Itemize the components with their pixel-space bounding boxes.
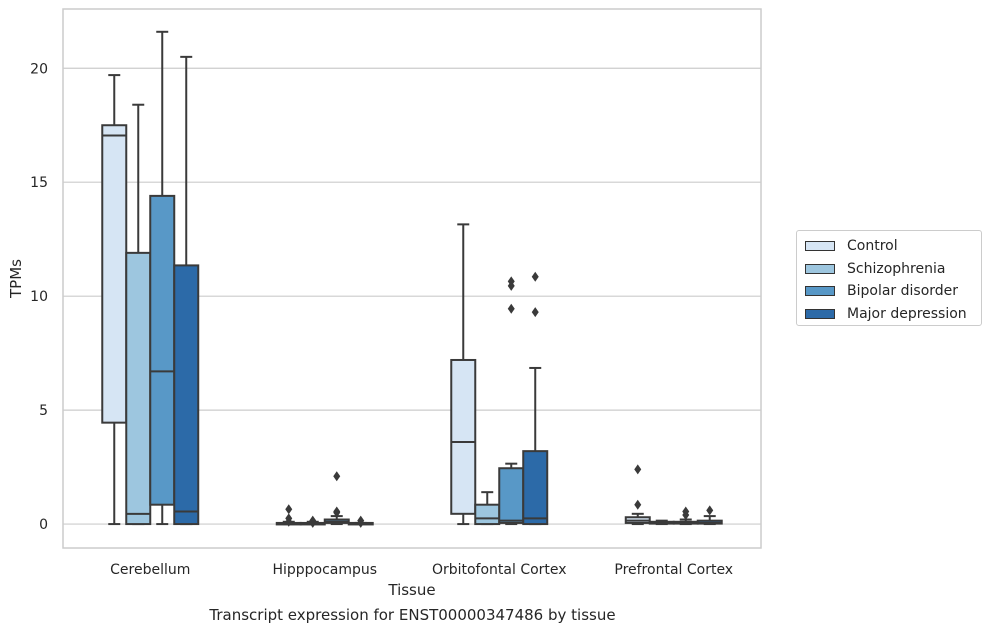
box-major-depression xyxy=(522,271,549,526)
y-tick-label: 15 xyxy=(30,175,48,191)
legend-swatch xyxy=(805,286,835,297)
box-iqr xyxy=(173,264,200,526)
box-major-depression xyxy=(347,515,374,528)
y-tick-label: 10 xyxy=(30,289,48,305)
outlier-point xyxy=(333,471,341,482)
legend-item: Control xyxy=(805,235,973,258)
legend-swatch xyxy=(805,308,835,319)
box-iqr xyxy=(498,467,525,524)
box-major-depression xyxy=(173,55,200,526)
legend-label: Schizophrenia xyxy=(847,260,946,277)
box-iqr xyxy=(450,358,477,515)
outlier-point xyxy=(309,515,317,526)
outlier-point xyxy=(682,506,690,517)
legend-item: Major depression xyxy=(805,303,973,326)
box-control xyxy=(275,504,302,527)
y-tick-label: 20 xyxy=(30,61,48,77)
box-iqr xyxy=(474,503,501,526)
box-schizophrenia xyxy=(299,515,326,528)
y-axis-label: TPMs xyxy=(7,259,25,299)
legend-swatch xyxy=(805,241,835,252)
outlier-point xyxy=(706,505,714,516)
box-schizophrenia xyxy=(474,491,501,526)
box-control xyxy=(450,223,477,526)
box-bipolar-disorder xyxy=(672,506,699,526)
plot-frame xyxy=(62,8,762,549)
y-tick-label: 0 xyxy=(39,517,48,533)
box-iqr xyxy=(101,124,128,424)
legend-item: Bipolar disorder xyxy=(805,280,973,303)
box-control xyxy=(101,74,128,526)
legend-label: Bipolar disorder xyxy=(847,283,959,300)
box-major-depression xyxy=(696,505,723,526)
x-tick-label: Hipppocampus xyxy=(272,562,377,578)
box-bipolar-disorder xyxy=(149,30,176,526)
box-schizophrenia xyxy=(648,519,675,526)
outlier-point xyxy=(333,506,341,517)
boxes-layer xyxy=(101,30,723,528)
box-bipolar-disorder xyxy=(323,471,350,526)
legend-label: Major depression xyxy=(847,305,967,322)
outlier-point xyxy=(634,499,642,510)
outlier-point xyxy=(357,515,365,526)
chart-caption: Transcript expression for ENST0000034748… xyxy=(209,606,616,624)
box-control xyxy=(624,464,651,526)
legend-label: Control xyxy=(847,238,898,255)
outlier-point xyxy=(634,464,642,475)
box-schizophrenia xyxy=(125,103,152,526)
legend-item: Schizophrenia xyxy=(805,258,973,281)
box-iqr xyxy=(125,251,152,526)
x-tick-label: Orbitofontal Cortex xyxy=(432,562,567,578)
outlier-point xyxy=(507,303,515,314)
x-tick-label: Prefrontal Cortex xyxy=(614,562,733,578)
legend: Control Schizophrenia Bipolar disorder Majo… xyxy=(796,230,982,326)
outlier-point xyxy=(531,271,539,282)
outlier-point xyxy=(507,276,515,287)
x-tick-label: Cerebellum xyxy=(110,562,190,578)
box-iqr xyxy=(522,450,549,526)
outlier-point xyxy=(285,513,293,524)
outlier-point xyxy=(531,307,539,318)
box-bipolar-disorder xyxy=(498,276,525,526)
x-axis-label: Tissue xyxy=(387,581,435,599)
box-iqr xyxy=(149,194,176,506)
y-tick-label: 5 xyxy=(39,403,48,419)
outlier-point xyxy=(285,504,293,515)
tick-labels: 0 5 10 15 20 Cerebellum Hipppocampus Orbitofont… xyxy=(30,61,733,578)
legend-swatch xyxy=(805,263,835,274)
